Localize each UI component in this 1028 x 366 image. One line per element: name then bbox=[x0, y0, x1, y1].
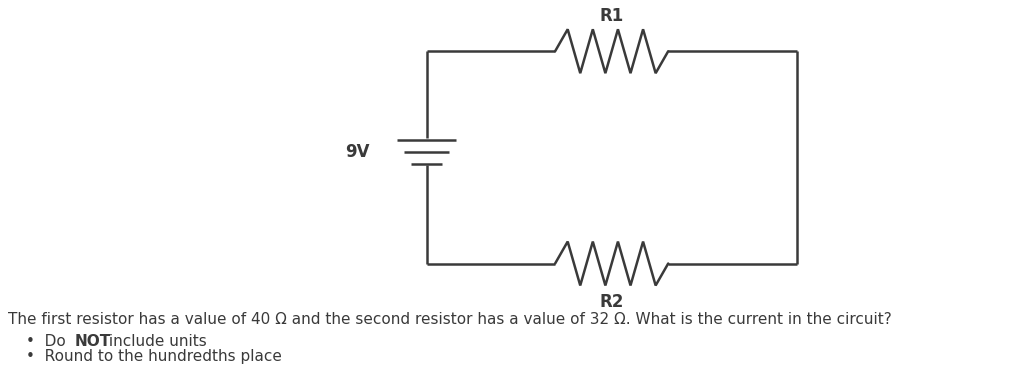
Text: •  Do: • Do bbox=[26, 334, 70, 348]
Text: include units: include units bbox=[104, 334, 207, 348]
Text: 9V: 9V bbox=[345, 143, 370, 161]
Text: •  Round to the hundredths place: • Round to the hundredths place bbox=[26, 350, 282, 364]
Text: R1: R1 bbox=[599, 7, 624, 26]
Text: NOT: NOT bbox=[75, 334, 111, 348]
Text: R2: R2 bbox=[599, 293, 624, 311]
Text: The first resistor has a value of 40 Ω and the second resistor has a value of 32: The first resistor has a value of 40 Ω a… bbox=[8, 312, 892, 326]
